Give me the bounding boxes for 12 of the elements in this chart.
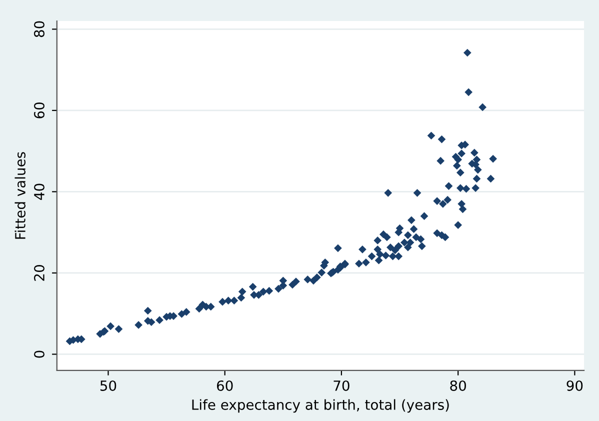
x-tick-label: 70	[334, 380, 350, 391]
y-tick-label: 40	[34, 184, 44, 200]
x-tick-label: 90	[566, 380, 583, 391]
y-tick-label: 80	[34, 21, 44, 38]
x-axis-title: Life expectancy at birth, total (years)	[192, 399, 449, 413]
x-tick-label: 80	[450, 380, 466, 391]
x-tick-label: 60	[216, 380, 233, 391]
y-tick-label: 60	[34, 102, 44, 118]
y-axis-title: Fitted values	[14, 152, 26, 239]
y-tick-label: 0	[34, 350, 44, 358]
y-tick-label: 20	[34, 265, 44, 281]
x-tick-label: 50	[100, 380, 116, 391]
